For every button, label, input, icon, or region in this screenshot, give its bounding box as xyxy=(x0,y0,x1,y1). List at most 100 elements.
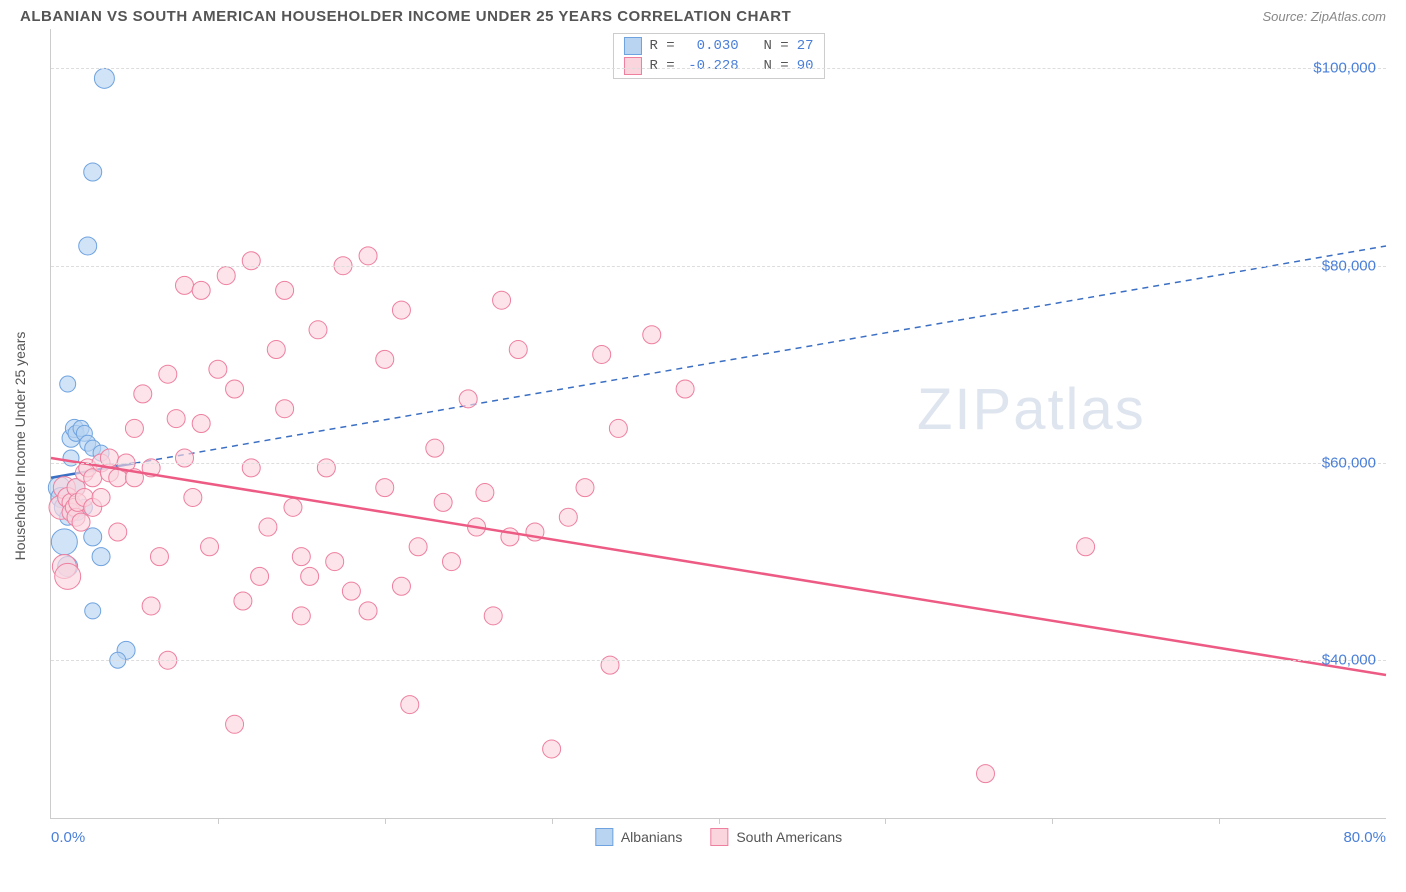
scatter-point xyxy=(484,607,502,625)
legend-swatch xyxy=(623,37,641,55)
y-tick-label: $40,000 xyxy=(1322,652,1376,669)
scatter-point xyxy=(276,281,294,299)
scatter-point xyxy=(977,765,995,783)
scatter-point xyxy=(251,567,269,585)
scatter-point xyxy=(84,163,102,181)
scatter-point xyxy=(392,577,410,595)
scatter-point xyxy=(609,419,627,437)
scatter-point xyxy=(676,380,694,398)
scatter-point xyxy=(176,276,194,294)
legend-n-value: 27 xyxy=(797,38,814,54)
scatter-svg xyxy=(51,29,1386,818)
scatter-point xyxy=(292,548,310,566)
scatter-point xyxy=(192,281,210,299)
x-tick xyxy=(218,818,219,824)
scatter-point xyxy=(142,597,160,615)
scatter-point xyxy=(167,410,185,428)
scatter-point xyxy=(284,498,302,516)
y-tick-label: $60,000 xyxy=(1322,454,1376,471)
scatter-point xyxy=(392,301,410,319)
scatter-point xyxy=(85,603,101,619)
chart-source: Source: ZipAtlas.com xyxy=(1262,9,1386,24)
x-axis-min-label: 0.0% xyxy=(51,829,85,846)
scatter-point xyxy=(459,390,477,408)
x-tick xyxy=(385,818,386,824)
scatter-point xyxy=(134,385,152,403)
legend-r-label: R = xyxy=(649,38,674,54)
scatter-point xyxy=(209,360,227,378)
scatter-point xyxy=(443,553,461,571)
scatter-point xyxy=(376,350,394,368)
scatter-point xyxy=(159,365,177,383)
chart-title: ALBANIAN VS SOUTH AMERICAN HOUSEHOLDER I… xyxy=(20,8,791,25)
scatter-point xyxy=(476,484,494,502)
scatter-point xyxy=(100,449,118,467)
scatter-point xyxy=(79,237,97,255)
scatter-point xyxy=(125,419,143,437)
legend-series-item: Albanians xyxy=(595,828,683,846)
trend-line xyxy=(134,246,1386,463)
scatter-point xyxy=(267,341,285,359)
scatter-point xyxy=(434,493,452,511)
scatter-point xyxy=(226,715,244,733)
scatter-point xyxy=(317,459,335,477)
legend-series-label: South Americans xyxy=(736,829,842,845)
scatter-point xyxy=(309,321,327,339)
scatter-point xyxy=(376,479,394,497)
legend-swatch xyxy=(623,57,641,75)
scatter-point xyxy=(276,400,294,418)
scatter-point xyxy=(342,582,360,600)
scatter-point xyxy=(92,548,110,566)
legend-correlation: R = 0.030 N = 27R = -0.228 N = 90 xyxy=(612,33,824,79)
legend-n-label: N = xyxy=(747,58,789,74)
scatter-point xyxy=(601,656,619,674)
scatter-point xyxy=(509,341,527,359)
legend-correlation-row: R = 0.030 N = 27 xyxy=(623,36,813,56)
gridline xyxy=(51,463,1386,464)
scatter-point xyxy=(201,538,219,556)
y-tick-label: $80,000 xyxy=(1322,257,1376,274)
trend-line xyxy=(51,458,1386,675)
scatter-point xyxy=(493,291,511,309)
scatter-point xyxy=(192,415,210,433)
scatter-point xyxy=(359,602,377,620)
scatter-point xyxy=(150,548,168,566)
legend-r-label: R = xyxy=(649,58,674,74)
scatter-point xyxy=(292,607,310,625)
scatter-point xyxy=(60,376,76,392)
legend-r-value: 0.030 xyxy=(683,38,739,54)
scatter-point xyxy=(94,68,114,88)
scatter-point xyxy=(84,528,102,546)
x-tick xyxy=(1052,818,1053,824)
scatter-point xyxy=(401,696,419,714)
scatter-point xyxy=(109,523,127,541)
legend-n-label: N = xyxy=(747,38,789,54)
chart-header: ALBANIAN VS SOUTH AMERICAN HOUSEHOLDER I… xyxy=(0,0,1406,29)
scatter-point xyxy=(217,267,235,285)
legend-swatch xyxy=(595,828,613,846)
scatter-point xyxy=(426,439,444,457)
scatter-point xyxy=(259,518,277,536)
legend-n-value: 90 xyxy=(797,58,814,74)
y-axis-label: Householder Income Under 25 years xyxy=(12,332,28,561)
legend-series-label: Albanians xyxy=(621,829,683,845)
scatter-point xyxy=(301,567,319,585)
y-tick-label: $100,000 xyxy=(1313,60,1376,77)
scatter-point xyxy=(543,740,561,758)
x-tick xyxy=(719,818,720,824)
x-axis-max-label: 80.0% xyxy=(1343,829,1386,846)
scatter-point xyxy=(72,513,90,531)
scatter-point xyxy=(1077,538,1095,556)
x-tick xyxy=(885,818,886,824)
scatter-point xyxy=(409,538,427,556)
scatter-point xyxy=(226,380,244,398)
scatter-point xyxy=(359,247,377,265)
chart-plot-area: ZIPatlas R = 0.030 N = 27R = -0.228 N = … xyxy=(50,29,1386,819)
legend-swatch xyxy=(710,828,728,846)
scatter-point xyxy=(51,529,77,555)
legend-series-item: South Americans xyxy=(710,828,842,846)
gridline xyxy=(51,660,1386,661)
scatter-point xyxy=(176,449,194,467)
gridline xyxy=(51,68,1386,69)
scatter-point xyxy=(593,345,611,363)
